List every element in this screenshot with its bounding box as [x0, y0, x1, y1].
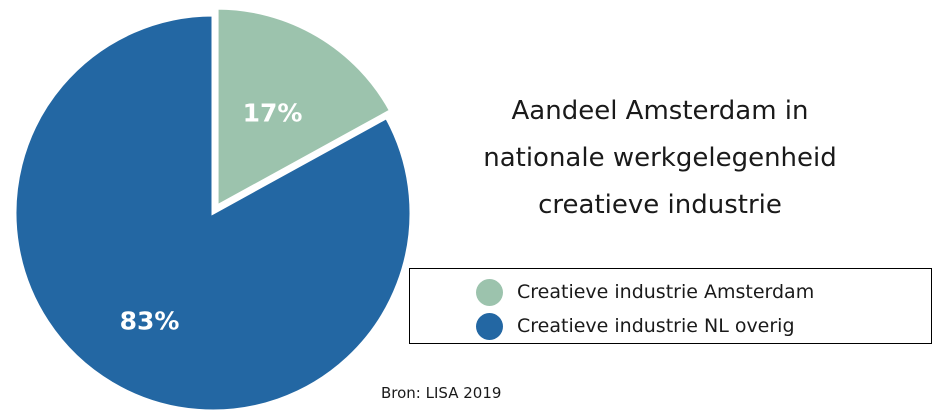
- pie-chart: 17% 83%: [13, 6, 413, 413]
- legend-item-amsterdam: Creatieve industrie Amsterdam: [476, 277, 814, 307]
- legend: Creatieve industrie Amsterdam Creatieve …: [409, 268, 932, 344]
- legend-swatch-amsterdam-icon: [476, 278, 503, 306]
- chart-title: Aandeel Amsterdam in nationale werkgeleg…: [445, 88, 875, 229]
- slice-label-nl-overig: 83%: [120, 306, 180, 335]
- legend-label-nl-overig: Creatieve industrie NL overig: [517, 315, 795, 337]
- chart-title-line-3: creatieve industrie: [538, 190, 782, 220]
- chart-title-line-2: nationale werkgelegenheid: [483, 143, 837, 173]
- slice-label-amsterdam: 17%: [243, 98, 303, 127]
- pie-slice-amsterdam: [215, 6, 393, 209]
- legend-item-nl-overig: Creatieve industrie NL overig: [476, 311, 795, 341]
- legend-label-amsterdam: Creatieve industrie Amsterdam: [517, 281, 815, 303]
- source-note: Bron: LISA 2019: [381, 384, 502, 402]
- chart-title-line-1: Aandeel Amsterdam in: [511, 96, 809, 126]
- legend-swatch-nl-overig-icon: [476, 312, 503, 340]
- pie-slice-nl-overig: [13, 13, 413, 413]
